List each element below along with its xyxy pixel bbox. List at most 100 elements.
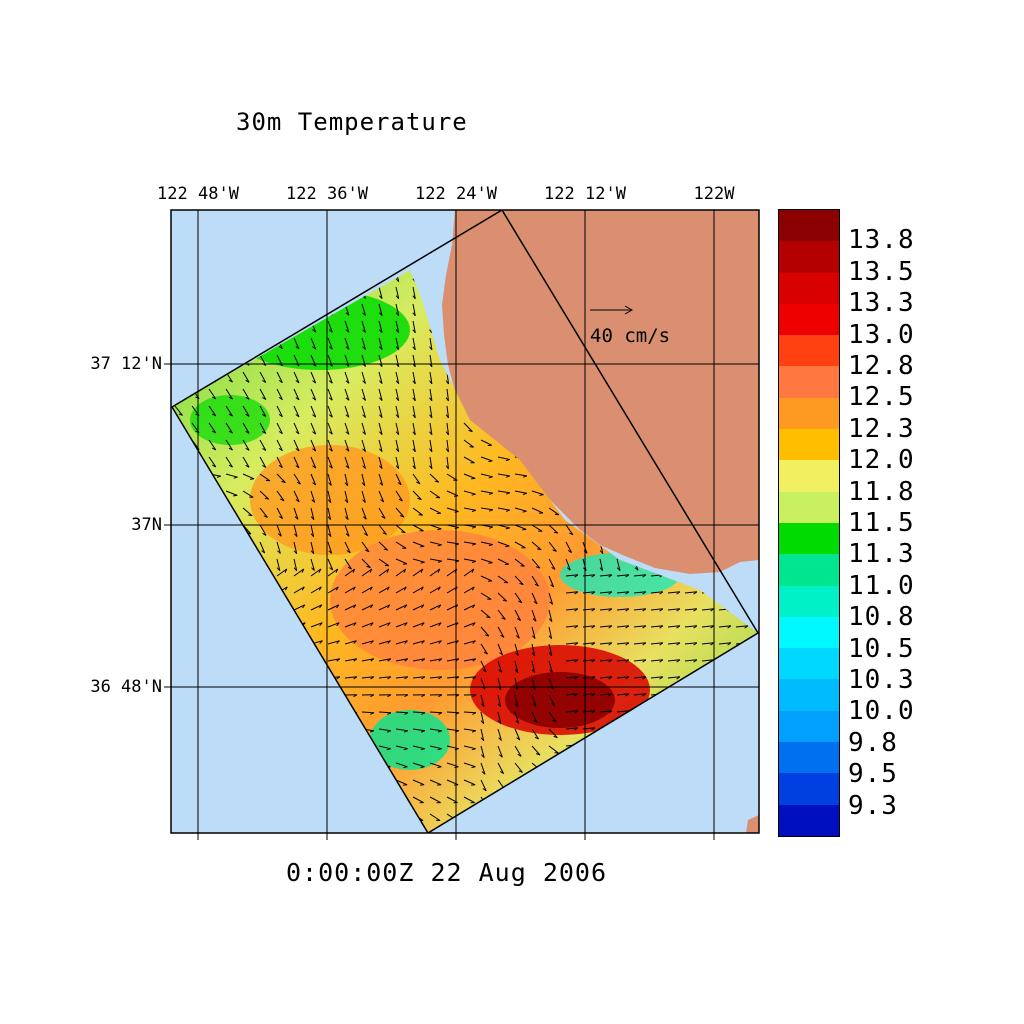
velocity-arrowhead (625, 693, 630, 697)
velocity-arrow (395, 558, 408, 565)
velocity-arrowhead (471, 560, 476, 563)
velocity-arrow (225, 490, 238, 496)
velocity-arrow (361, 568, 373, 577)
velocity-arrowhead (380, 499, 385, 503)
velocity-arrowhead (762, 728, 765, 730)
velocity-arrowhead (574, 659, 579, 663)
velocity-arrow (259, 490, 270, 500)
velocity-arrow (497, 473, 510, 477)
velocity-arrowhead (676, 625, 681, 629)
velocity-arrow (395, 711, 409, 714)
colorbar-segment (779, 303, 839, 336)
velocity-arrowhead (370, 622, 374, 627)
velocity-arrowhead (294, 533, 298, 537)
velocity-arrowhead (386, 568, 390, 573)
velocity-arrowhead (404, 622, 408, 627)
velocity-arrowhead (345, 329, 350, 333)
velocity-arrow (514, 524, 527, 530)
velocity-arrow (548, 507, 560, 516)
velocity-arrowhead (522, 510, 527, 513)
velocity-arrowhead (345, 414, 350, 418)
velocity-arrowhead (420, 730, 426, 733)
velocity-arrowhead (591, 608, 596, 612)
colorbar-segment (779, 742, 839, 774)
velocity-arrow (412, 711, 426, 714)
velocity-arrow (361, 604, 374, 611)
velocity-arrowhead (437, 544, 442, 547)
velocity-arrowhead (438, 640, 442, 644)
velocity-arrowhead (262, 413, 267, 417)
velocity-arrow (548, 592, 554, 605)
velocity-arrowhead (514, 669, 519, 674)
vector-scale-arrow (590, 305, 634, 315)
velocity-arrow (259, 371, 267, 383)
velocity-arrow (378, 622, 391, 628)
velocity-arrow (599, 693, 612, 696)
velocity-arrowhead (445, 414, 449, 419)
velocity-arrow (378, 568, 390, 577)
velocity-arrowhead (395, 448, 400, 453)
velocity-arrow (701, 608, 714, 611)
colorbar-segment (779, 679, 839, 711)
velocity-arrow (378, 388, 383, 401)
velocity-arrow (327, 337, 333, 350)
velocity-arrow (548, 643, 553, 656)
velocity-arrow (514, 575, 524, 585)
velocity-arrow (412, 303, 416, 316)
velocity-arrowhead (345, 397, 350, 401)
velocity-arrowhead (421, 640, 425, 644)
velocity-arrow (395, 622, 408, 628)
velocity-arrowhead (471, 509, 476, 512)
velocity-arrowhead (659, 676, 664, 680)
velocity-arrowhead (403, 586, 407, 591)
velocity-arrowhead (345, 312, 350, 316)
velocity-arrow (310, 541, 315, 554)
land-area (442, 210, 759, 574)
velocity-arrowhead (438, 622, 442, 627)
velocity-arrowhead (317, 838, 321, 839)
velocity-arrowhead (181, 838, 185, 839)
velocity-arrow (259, 507, 268, 518)
velocity-arrow (446, 405, 449, 418)
velocity-arrowhead (362, 312, 366, 316)
velocity-arrowhead (762, 779, 765, 781)
velocity-arrowhead (278, 396, 283, 401)
velocity-arrow (514, 541, 526, 549)
velocity-arrowhead (352, 586, 356, 591)
colorbar-label: 12.5 (848, 382, 915, 413)
colorbar-segment (779, 460, 839, 492)
velocity-arrow (395, 604, 408, 611)
velocity-arrowhead (421, 622, 425, 627)
velocity-arrow (276, 558, 281, 571)
velocity-arrowhead (281, 480, 286, 484)
velocity-arrow (650, 625, 663, 628)
velocity-arrow (412, 558, 425, 563)
velocity-arrowhead (421, 604, 425, 609)
velocity-arrowhead (762, 643, 765, 645)
velocity-arrowhead (599, 550, 604, 554)
velocity-arrowhead (469, 446, 474, 448)
velocity-arrow (361, 586, 373, 594)
velocity-arrow (327, 558, 334, 571)
velocity-arrowhead (345, 431, 350, 435)
velocity-arrow (480, 473, 493, 478)
velocity-arrow (497, 643, 504, 656)
velocity-arrow (514, 507, 527, 512)
velocity-arrow (293, 586, 305, 594)
velocity-arrowhead (335, 586, 339, 591)
velocity-arrow (344, 640, 357, 645)
timestamp: 0:00:00Z 22 Aug 2006 (286, 858, 608, 887)
land-fragment (746, 815, 759, 833)
velocity-arrowhead (312, 397, 317, 401)
velocity-arrowhead (362, 448, 366, 452)
velocity-arrowhead (482, 669, 487, 673)
velocity-arrowhead (295, 448, 300, 452)
velocity-arrow (395, 568, 407, 577)
velocity-arrowhead (481, 754, 485, 758)
velocity-arrowhead (420, 568, 424, 573)
velocity-arrow (480, 762, 486, 775)
velocity-arrowhead (676, 659, 681, 663)
velocity-arrow (412, 586, 424, 594)
velocity-arrow (208, 456, 217, 468)
velocity-arrowhead (483, 651, 488, 655)
